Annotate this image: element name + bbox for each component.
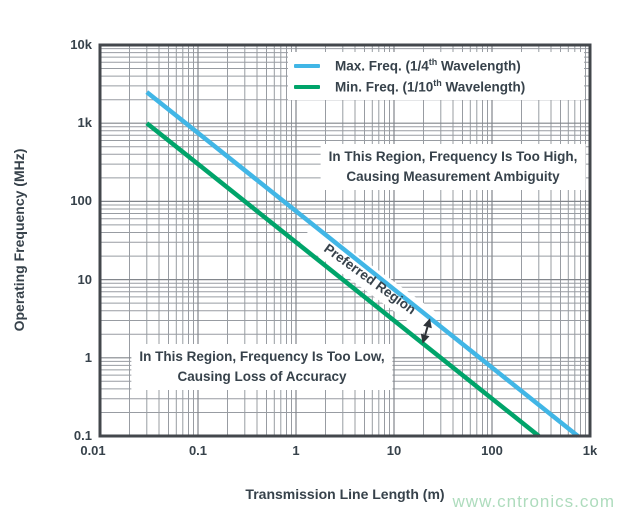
y-tick-label: 0.1 xyxy=(73,428,92,443)
legend: Max. Freq. (1/4th Wavelength) Min. Freq.… xyxy=(288,52,584,100)
y-tick-label: 10 xyxy=(77,271,92,287)
x-tick-label: 10 xyxy=(386,443,402,458)
legend-line-swatch-min-freq xyxy=(294,84,320,89)
x-tick-label: 100 xyxy=(481,443,503,458)
x-tick-label: 0.01 xyxy=(80,443,106,458)
legend-line-swatch-max-freq xyxy=(294,63,320,68)
legend-item-max-freq: Max. Freq. (1/4th Wavelength) xyxy=(294,55,584,76)
y-tick-label: 10k xyxy=(70,37,92,52)
y-tick-label: 1k xyxy=(77,115,92,131)
legend-label-min-freq: Min. Freq. (1/10th Wavelength) xyxy=(335,78,526,95)
annotation-frequency-too-high: In This Region, Frequency Is Too High, C… xyxy=(320,144,586,190)
legend-label-max-freq: Max. Freq. (1/4th Wavelength) xyxy=(335,57,521,74)
x-tick-label: 1k xyxy=(582,443,598,458)
annotation-frequency-too-low: In This Region, Frequency Is Too Low, Ca… xyxy=(131,344,393,390)
y-tick-label: 1 xyxy=(84,349,92,365)
x-tick-label: 0.1 xyxy=(188,443,208,458)
y-tick-label: 100 xyxy=(70,193,92,209)
y-axis-title: Operating Frequency (MHz) xyxy=(11,148,27,332)
x-tick-label: 1 xyxy=(292,443,300,458)
watermark-text: www.cntronics.com xyxy=(452,492,615,511)
x-axis-title: Transmission Line Length (m) xyxy=(245,486,445,502)
legend-item-min-freq: Min. Freq. (1/10th Wavelength) xyxy=(294,76,584,97)
